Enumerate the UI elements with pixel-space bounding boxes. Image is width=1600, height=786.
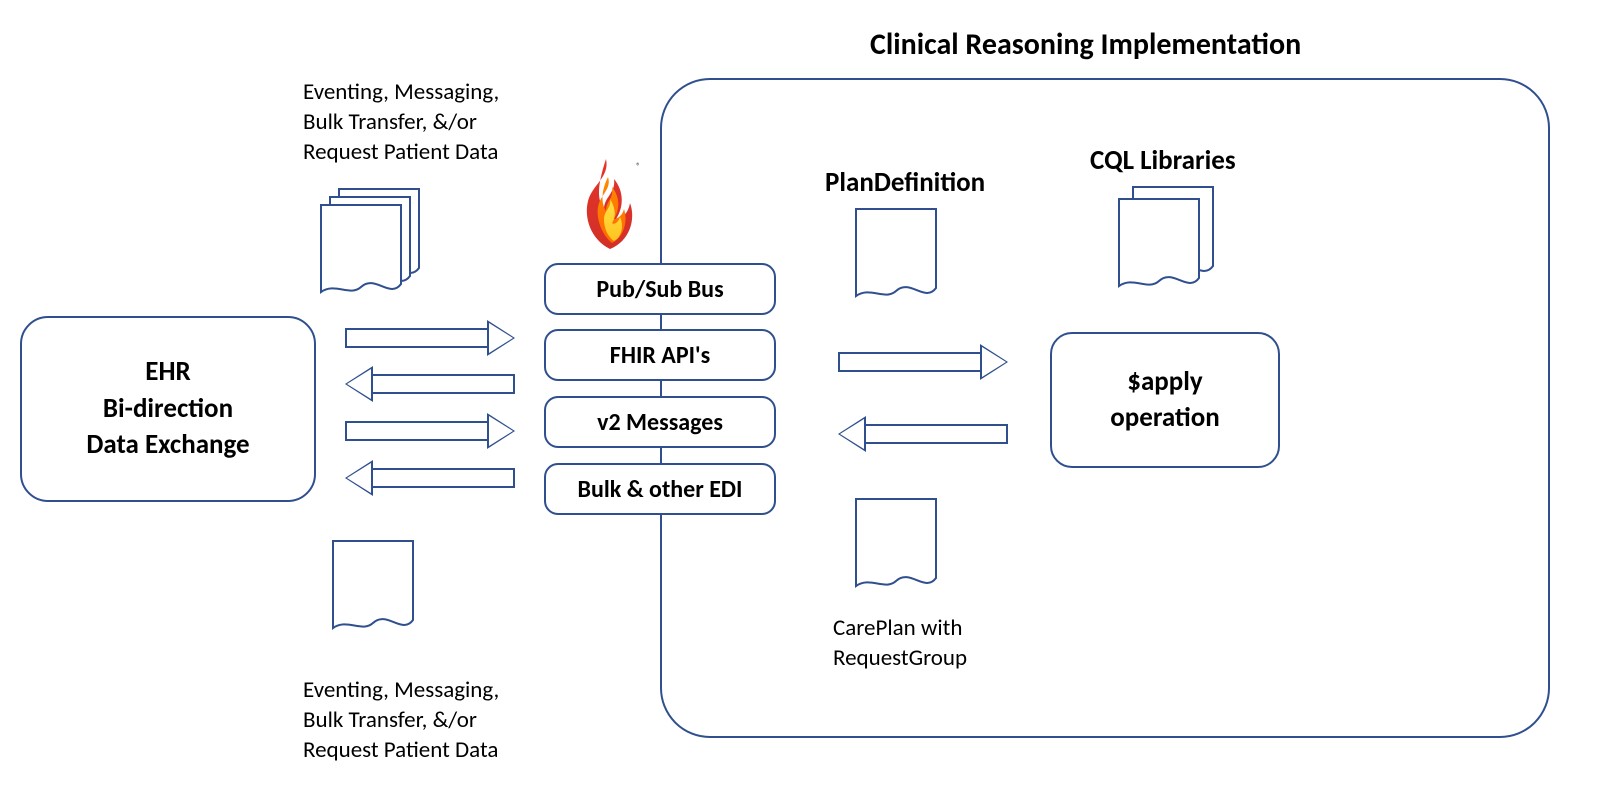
ehr-line1: EHR	[86, 354, 249, 390]
ehr-box: EHR Bi-direction Data Exchange	[20, 316, 316, 502]
apply-line1: $apply	[1110, 364, 1220, 400]
cql-stacked-documents-icon	[1118, 186, 1218, 296]
ehr-line2: Bi-direction	[86, 391, 249, 427]
apply-line2: operation	[1110, 400, 1220, 436]
stacked-documents-icon	[320, 188, 420, 298]
svg-text:®: ®	[636, 161, 640, 172]
careplan-caption: CarePlan with RequestGroup	[833, 614, 967, 674]
pill-fhir: FHIR API's	[544, 329, 776, 381]
pill-pubsub: Pub/Sub Bus	[544, 263, 776, 315]
plandef-title: PlanDefinition	[825, 166, 985, 199]
arrow-bus-to-ehr-2	[345, 460, 515, 496]
pill-bulk: Bulk & other EDI	[544, 463, 776, 515]
arrow-from-apply	[838, 416, 1008, 452]
bottom-caption: Eventing, Messaging, Bulk Transfer, &/or…	[303, 676, 499, 766]
main-title: Clinical Reasoning Implementation	[870, 26, 1301, 63]
top-caption: Eventing, Messaging, Bulk Transfer, &/or…	[303, 78, 499, 168]
cql-title: CQL Libraries	[1090, 144, 1236, 177]
plandef-document-icon	[855, 208, 937, 303]
ehr-line3: Data Exchange	[86, 427, 249, 463]
arrow-ehr-to-bus-1	[345, 320, 515, 356]
apply-box: $apply operation	[1050, 332, 1280, 468]
arrow-to-apply	[838, 344, 1008, 380]
pill-v2: v2 Messages	[544, 396, 776, 448]
diagram-canvas: { "colors": { "stroke": "#2f4f8f", "text…	[0, 0, 1600, 786]
arrow-bus-to-ehr-1	[345, 366, 515, 402]
careplan-document-icon	[855, 498, 937, 593]
document-icon-lower	[332, 540, 414, 635]
arrow-ehr-to-bus-2	[345, 413, 515, 449]
fire-icon: ®	[576, 159, 640, 247]
